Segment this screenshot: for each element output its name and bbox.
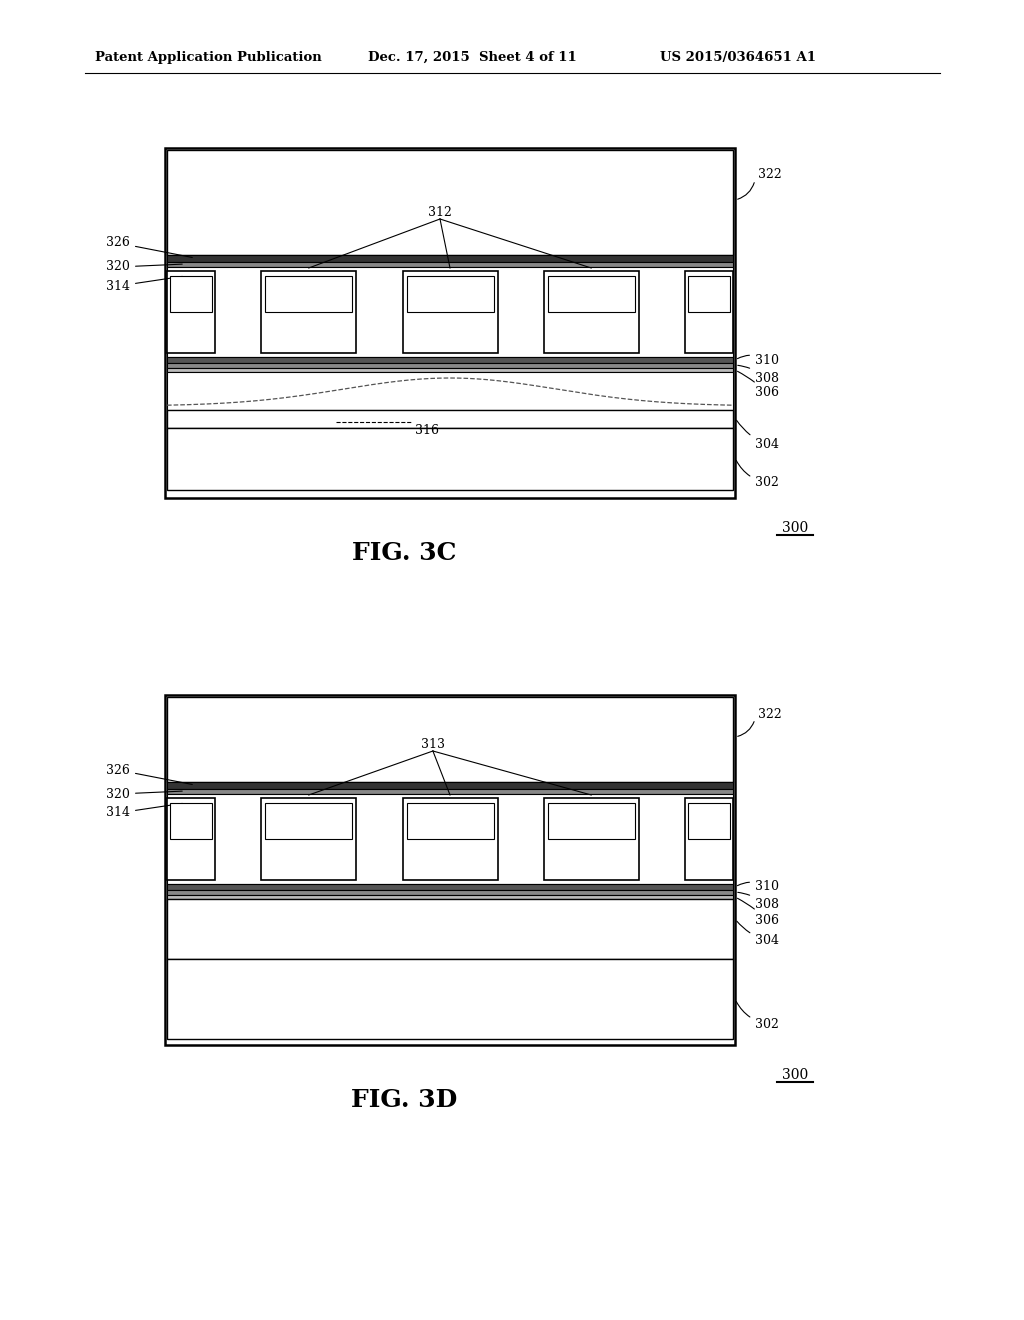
Bar — [167, 895, 733, 899]
Text: 302: 302 — [736, 461, 779, 490]
Text: 304: 304 — [736, 420, 779, 451]
Text: 322: 322 — [758, 708, 781, 721]
Bar — [170, 276, 212, 312]
Text: 316: 316 — [415, 424, 439, 437]
Bar — [261, 271, 356, 352]
Text: 326: 326 — [106, 236, 193, 257]
Bar — [167, 899, 733, 960]
Bar — [685, 799, 733, 880]
Bar — [167, 890, 733, 895]
Bar — [167, 363, 733, 368]
Text: 322: 322 — [758, 169, 781, 181]
Text: 300: 300 — [782, 521, 808, 535]
Text: 314: 314 — [106, 276, 182, 293]
Text: US 2015/0364651 A1: US 2015/0364651 A1 — [660, 50, 816, 63]
Bar — [402, 271, 498, 352]
Text: 314: 314 — [106, 804, 182, 820]
Text: 308: 308 — [737, 366, 779, 384]
Bar — [167, 799, 215, 880]
Text: 313: 313 — [421, 738, 444, 751]
Bar — [167, 795, 733, 884]
Bar — [167, 255, 733, 261]
Bar — [685, 271, 733, 352]
Text: 306: 306 — [737, 371, 779, 400]
Bar — [167, 372, 733, 411]
Text: FIG. 3C: FIG. 3C — [352, 541, 457, 565]
Text: 312: 312 — [428, 206, 452, 219]
Bar — [265, 803, 352, 840]
Text: 302: 302 — [736, 1002, 779, 1031]
Bar — [167, 271, 215, 352]
Bar — [548, 276, 635, 312]
Text: 304: 304 — [737, 921, 779, 948]
Bar — [165, 696, 735, 1045]
Bar — [170, 803, 212, 840]
Text: 310: 310 — [737, 354, 779, 367]
Bar — [688, 803, 730, 840]
Text: 308: 308 — [737, 892, 779, 912]
Bar — [407, 276, 494, 312]
Bar — [167, 781, 733, 789]
Text: 300: 300 — [782, 1068, 808, 1082]
Bar — [402, 799, 498, 880]
Bar — [167, 356, 733, 363]
Text: 310: 310 — [737, 880, 779, 894]
Text: 306: 306 — [737, 899, 779, 927]
Text: Patent Application Publication: Patent Application Publication — [95, 50, 322, 63]
Bar — [167, 960, 733, 1039]
Bar — [167, 884, 733, 890]
Bar — [544, 271, 639, 352]
Bar — [407, 803, 494, 840]
Bar — [167, 261, 733, 267]
Bar — [548, 803, 635, 840]
Bar — [544, 799, 639, 880]
Bar — [167, 150, 733, 255]
Bar — [167, 697, 733, 781]
Text: 326: 326 — [106, 763, 193, 784]
Bar — [688, 276, 730, 312]
Bar — [165, 148, 735, 498]
Bar — [167, 267, 733, 356]
Bar — [167, 368, 733, 372]
Bar — [265, 276, 352, 312]
Text: Dec. 17, 2015  Sheet 4 of 11: Dec. 17, 2015 Sheet 4 of 11 — [368, 50, 577, 63]
Text: 320: 320 — [106, 260, 182, 273]
Bar — [167, 411, 733, 428]
Text: 320: 320 — [106, 788, 182, 800]
Text: FIG. 3D: FIG. 3D — [351, 1088, 458, 1111]
Bar — [167, 789, 733, 795]
Bar — [167, 428, 733, 490]
Bar — [261, 799, 356, 880]
